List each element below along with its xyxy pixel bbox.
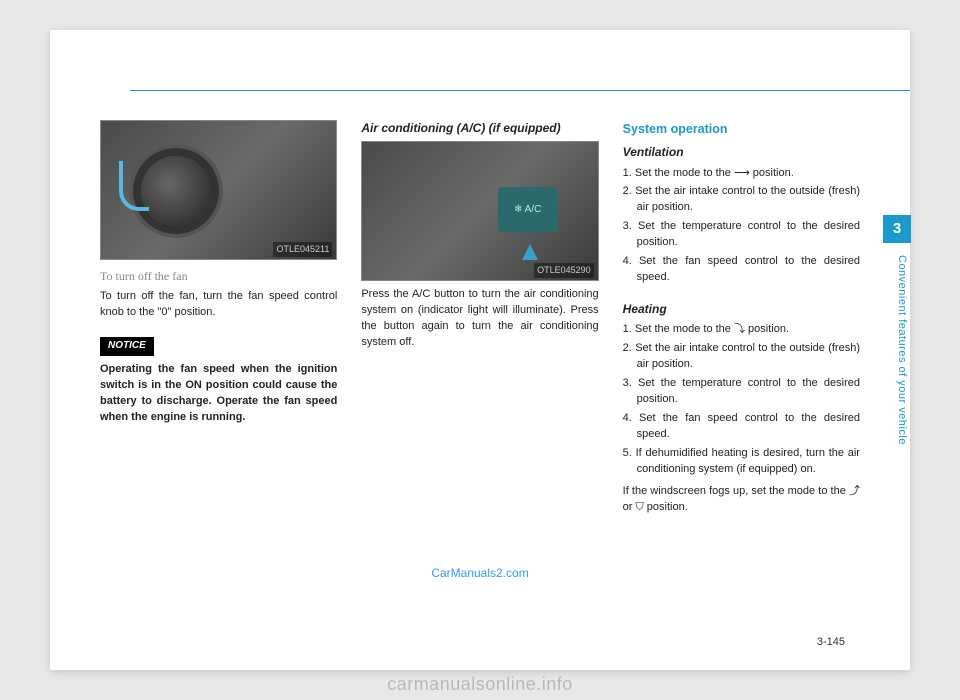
list-item: Set the mode to the ⤵ position. [623,322,860,338]
column-1: OTLE045211 To turn off the fan To turn o… [100,120,337,522]
heating-footer: If the windscreen fogs up, set the mode … [623,484,860,516]
watermark-bottom: carmanualsonline.info [0,674,960,695]
figure-label-2: OTLE045290 [534,263,594,278]
subhead-turn-off-fan: To turn off the fan [100,268,337,285]
heading-heating: Heating [623,301,860,318]
side-label: Convenient features of your vehicle [896,255,908,445]
figure-label: OTLE045211 [273,242,332,257]
watermark-center: CarManuals2.com [431,566,528,580]
list-item: Set the mode to the ⟶ position. [623,166,860,182]
list-item: Set the temperature control to the desir… [623,219,860,251]
list-item: Set the air intake control to the outsid… [623,184,860,216]
notice-label: NOTICE [100,337,154,356]
notice-body: Operating the fan speed when the ignitio… [100,362,337,426]
fan-knob-graphic [141,156,211,226]
column-3: System operation Ventilation Set the mod… [623,120,880,522]
list-item: Set the air intake control to the outsid… [623,341,860,373]
page-number: 3-145 [817,636,845,648]
body-fan-off: To turn off the fan, turn the fan speed … [100,289,337,321]
ac-arrow-icon [522,244,538,260]
column-2: Air conditioning (A/C) (if equipped) ❄ A… [361,120,598,522]
content-columns: OTLE045211 To turn off the fan To turn o… [100,120,880,522]
heading-ventilation: Ventilation [623,144,860,161]
ac-button-graphic: ❄ A/C [498,187,558,232]
body-ac: Press the A/C button to turn the air con… [361,287,598,351]
list-item: Set the fan speed control to the desired… [623,254,860,286]
figure-fan-knob: OTLE045211 [100,120,337,260]
heating-list: Set the mode to the ⤵ position. Set the … [623,322,860,477]
list-item: If dehumidified heating is desired, turn… [623,446,860,478]
figure-ac-button: ❄ A/C OTLE045290 [361,141,598,281]
manual-page: OTLE045211 To turn off the fan To turn o… [50,30,910,670]
heading-system-operation: System operation [623,120,860,138]
heading-ac: Air conditioning (A/C) (if equipped) [361,120,598,137]
fan-arrow-icon [119,161,149,211]
ventilation-list: Set the mode to the ⟶ position. Set the … [623,166,860,287]
list-item: Set the temperature control to the desir… [623,376,860,408]
top-rule [130,90,910,91]
list-item: Set the fan speed control to the desired… [623,411,860,443]
chapter-tab: 3 [883,215,911,243]
